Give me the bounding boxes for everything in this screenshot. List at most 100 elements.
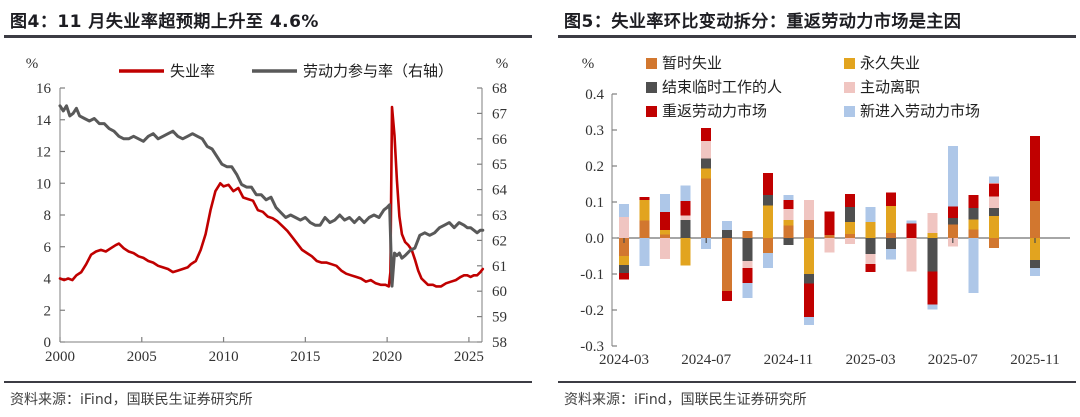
figure4-title-underline bbox=[4, 35, 532, 38]
right-axis-label: 59 bbox=[492, 310, 507, 326]
segment-reentrants bbox=[639, 197, 650, 201]
left-axis-label: 10 bbox=[36, 176, 51, 192]
x-axis-label: 2000 bbox=[45, 349, 75, 365]
segment-temporary-layoffs bbox=[988, 238, 999, 249]
x-axis-label: 2020 bbox=[372, 349, 402, 365]
segment-completed-temporary-jobs bbox=[701, 158, 712, 169]
segment-temporary-layoffs bbox=[701, 178, 712, 238]
segment-temporary-layoffs bbox=[762, 238, 773, 254]
segment-job-leavers bbox=[824, 238, 835, 253]
segment-permanent-job-losers bbox=[845, 222, 856, 235]
legend-swatch-temporary-layoffs bbox=[646, 58, 657, 69]
segment-temporary-layoffs bbox=[803, 220, 814, 238]
segment-new-entrants bbox=[701, 238, 712, 249]
unemployment-rate-line bbox=[58, 105, 485, 288]
segment-job-leavers bbox=[680, 215, 691, 220]
segment-permanent-job-losers bbox=[988, 216, 999, 238]
bar-2025-03 bbox=[865, 207, 876, 273]
segment-new-entrants bbox=[680, 185, 691, 201]
y-axis-unit: % bbox=[582, 56, 595, 72]
y-axis-label: 0.2 bbox=[585, 159, 604, 175]
bar-2025-02 bbox=[845, 194, 856, 244]
segment-new-entrants bbox=[619, 203, 629, 218]
segment-reentrants bbox=[762, 173, 773, 195]
x-axis-label: 2025 bbox=[454, 349, 484, 365]
segment-permanent-job-losers bbox=[639, 200, 650, 221]
legend-swatch-reentrants bbox=[646, 106, 657, 117]
segment-reentrants bbox=[927, 271, 938, 305]
segment-completed-temporary-jobs bbox=[1030, 260, 1040, 268]
bar-2024-12 bbox=[803, 200, 814, 326]
segment-temporary-layoffs bbox=[886, 233, 897, 238]
stacked-bars bbox=[619, 128, 1040, 326]
segment-new-entrants bbox=[927, 304, 938, 310]
segment-job-leavers bbox=[906, 238, 917, 272]
segment-permanent-job-losers bbox=[680, 238, 691, 266]
segment-new-entrants bbox=[742, 283, 753, 299]
figure4-panel: 图4：11 月失业率超预期上升至 4.6% 0 2 4 6 8 10 12 14 16 58 59 6… bbox=[4, 0, 532, 417]
segment-permanent-job-losers bbox=[803, 238, 814, 274]
legend-swatch-completed-temporary-jobs bbox=[646, 82, 657, 93]
segment-new-entrants bbox=[906, 220, 917, 224]
right-axis-unit: % bbox=[496, 56, 509, 72]
bar-2024-10 bbox=[762, 173, 773, 269]
y-axis-label: -0.3 bbox=[580, 339, 604, 355]
segment-completed-temporary-jobs bbox=[947, 217, 958, 225]
segment-reentrants bbox=[680, 200, 691, 216]
segment-job-leavers bbox=[865, 253, 876, 264]
bar-2025-04 bbox=[886, 192, 897, 260]
segment-permanent-job-losers bbox=[927, 233, 938, 238]
legend-swatch-job-leavers bbox=[844, 82, 855, 93]
y-axis-ticks: 0.4 0.3 0.2 0.1 0.0 -0.1 -0.2 -0.3 bbox=[580, 87, 617, 355]
segment-job-leavers bbox=[783, 209, 794, 220]
segment-reentrants bbox=[845, 194, 856, 208]
segment-reentrants bbox=[988, 183, 999, 197]
segment-new-entrants bbox=[783, 194, 794, 201]
y-axis-label: -0.1 bbox=[580, 267, 604, 283]
segment-job-leavers bbox=[742, 261, 753, 268]
legend-label-unemployment-rate: 失业率 bbox=[170, 62, 215, 80]
bar-2024-05 bbox=[660, 194, 671, 259]
bar-2025-08 bbox=[968, 194, 979, 294]
x-axis-label: 2025-11 bbox=[1010, 352, 1059, 368]
segment-completed-temporary-jobs bbox=[762, 194, 773, 206]
segment-reentrants bbox=[865, 263, 876, 273]
right-axis-ticks: 58 59 60 61 62 63 64 65 66 67 68 bbox=[477, 81, 508, 351]
right-axis-label: 58 bbox=[492, 335, 507, 351]
x-axis-label: 2015 bbox=[290, 349, 320, 365]
legend-swatch-permanent-job-losers bbox=[844, 58, 855, 69]
segment-job-leavers bbox=[803, 200, 814, 220]
bar-2025-06 bbox=[927, 212, 938, 310]
figure5-source: 资料来源：iFind，国联民生证券研究所 bbox=[558, 381, 1076, 409]
right-axis-label: 62 bbox=[492, 233, 507, 249]
right-axis-label: 61 bbox=[492, 259, 507, 275]
left-axis-label: 14 bbox=[36, 113, 52, 129]
segment-completed-temporary-jobs bbox=[865, 238, 876, 254]
segment-reentrants bbox=[906, 223, 917, 238]
legend-label-completed-temporary-jobs: 结束临时工作的人 bbox=[662, 78, 782, 96]
segment-reentrants bbox=[803, 283, 814, 317]
legend-label-labor-force-participation: 劳动力参与率（右轴） bbox=[303, 62, 453, 80]
x-axis-label: 2024-11 bbox=[764, 352, 813, 368]
segment-completed-temporary-jobs bbox=[988, 208, 999, 216]
legend-label-reentrants: 重返劳动力市场 bbox=[662, 102, 767, 120]
segment-permanent-job-losers bbox=[701, 168, 712, 179]
right-axis-label: 67 bbox=[492, 106, 508, 122]
left-axis-label: 2 bbox=[44, 303, 52, 319]
bar-2024-09 bbox=[742, 231, 753, 299]
left-axis-label: 16 bbox=[36, 81, 52, 97]
segment-new-entrants bbox=[886, 249, 897, 260]
figure4-source: 资料来源：iFind，国联民生证券研究所 bbox=[4, 381, 532, 409]
x-axis-ticks: 2024-03 2024-07 2024-11 2025-03 2025-07 2025-… bbox=[599, 238, 1060, 368]
bar-2025-07 bbox=[947, 146, 958, 247]
segment-permanent-job-losers bbox=[619, 256, 629, 265]
bar-2025-01 bbox=[824, 211, 835, 253]
legend-label-permanent-job-losers: 永久失业 bbox=[860, 54, 920, 72]
y-axis-label: 0.0 bbox=[585, 231, 604, 247]
segment-reentrants bbox=[660, 212, 671, 231]
segment-new-entrants bbox=[947, 146, 958, 207]
segment-job-leavers bbox=[619, 217, 629, 238]
x-axis-label: 2024-03 bbox=[599, 352, 649, 368]
